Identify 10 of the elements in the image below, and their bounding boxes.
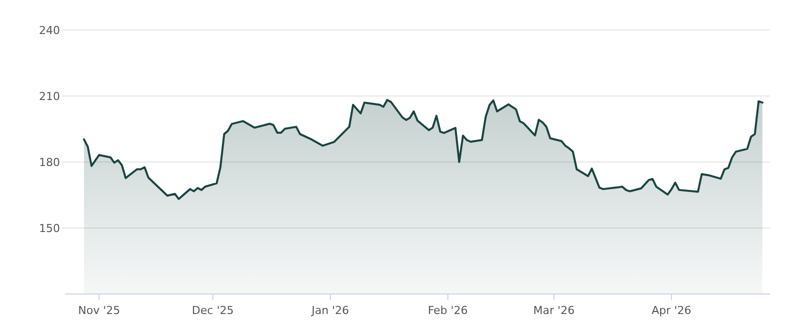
y-tick-label: 150	[39, 222, 60, 235]
x-tick-label: Nov '25	[78, 304, 120, 317]
y-tick-label: 210	[39, 90, 60, 103]
x-tick-label: Feb '26	[428, 304, 468, 317]
x-tick-label: Jan '26	[310, 304, 350, 317]
y-tick-label: 180	[39, 156, 60, 169]
x-tick-label: Mar '26	[533, 304, 575, 317]
y-tick-label: 240	[39, 24, 60, 37]
x-tick-label: Apr '26	[652, 304, 692, 317]
x-tick-label: Dec '25	[192, 304, 234, 317]
